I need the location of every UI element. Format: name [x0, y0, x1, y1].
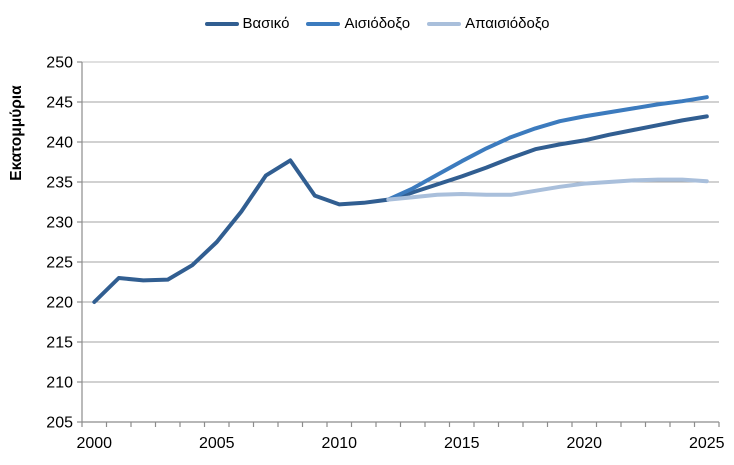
- y-tick-label-210: 210: [46, 375, 73, 392]
- legend-line-swatch-optimistic: [306, 21, 341, 26]
- legend-line-swatch-pessimistic: [427, 21, 462, 26]
- y-tick-label-230: 230: [46, 215, 73, 232]
- legend-item-optimistic: Αισιόδοξο: [306, 16, 410, 31]
- y-tick-label-235: 235: [46, 175, 73, 192]
- chart-legend: Βασικό Αισιόδοξο Απαισιόδοξο: [10, 16, 734, 31]
- series-line-optimistic: [386, 95, 709, 202]
- x-tick-label-2020: 2020: [566, 435, 602, 452]
- legend-label-pessimistic: Απαισιόδοξο: [465, 15, 550, 32]
- legend-item-basic: Βασικό: [204, 15, 290, 32]
- x-tick-label-2005: 2005: [199, 435, 235, 452]
- series-line-pessimistic: [386, 177, 709, 202]
- y-tick-label-225: 225: [46, 255, 73, 272]
- y-tick-label-220: 220: [46, 295, 73, 312]
- x-tick-label-2010: 2010: [321, 435, 357, 452]
- x-tick-label-2000: 2000: [76, 435, 112, 452]
- y-tick-label-250: 250: [46, 55, 73, 72]
- x-tick-label-2025: 2025: [689, 435, 725, 452]
- x-tick-label-2015: 2015: [444, 435, 480, 452]
- y-tick-label-205: 205: [46, 415, 73, 432]
- y-tick-label-245: 245: [46, 95, 73, 112]
- y-tick-label-240: 240: [46, 135, 73, 152]
- legend-line-swatch-basic: [204, 21, 239, 26]
- series-line-basic: [92, 114, 709, 304]
- legend-label-optimistic: Αισιόδοξο: [344, 15, 411, 32]
- legend-item-pessimistic: Απαισιόδοξο: [427, 15, 550, 32]
- y-tick-label-215: 215: [46, 335, 73, 352]
- legend-label-basic: Βασικό: [242, 15, 290, 32]
